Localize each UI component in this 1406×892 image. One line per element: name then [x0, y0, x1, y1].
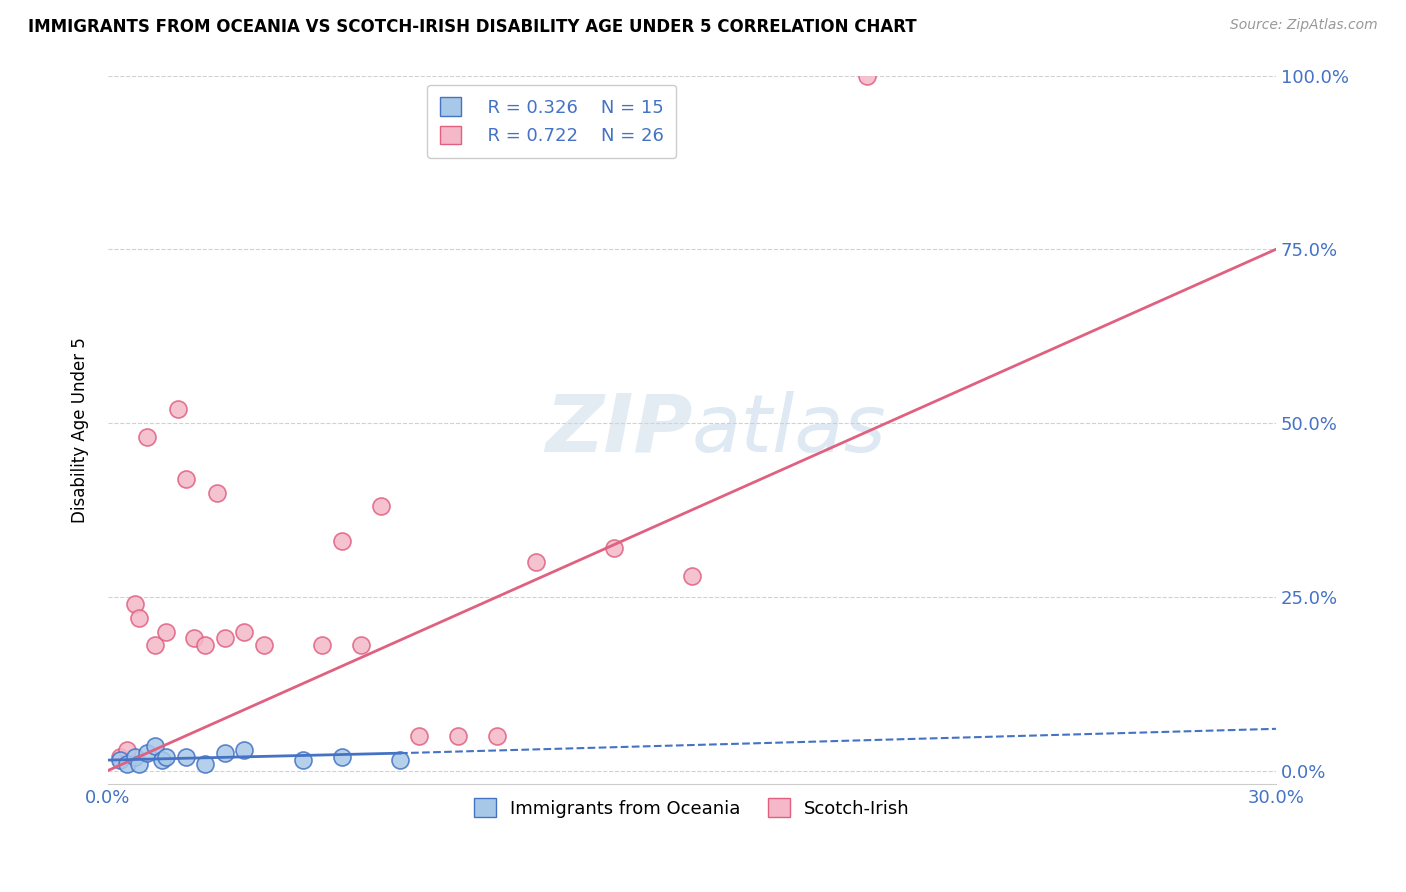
Point [205, 485, 228, 500]
Point [155, 749, 177, 764]
Text: ZIP: ZIP [544, 391, 692, 469]
Point [233, 742, 256, 756]
Point [135, 430, 157, 444]
Point [214, 632, 236, 646]
Point [183, 632, 205, 646]
Point [174, 749, 197, 764]
Point [856, 69, 879, 83]
Text: IMMIGRANTS FROM OCEANIA VS SCOTCH-IRISH DISABILITY AGE UNDER 5 CORRELATION CHART: IMMIGRANTS FROM OCEANIA VS SCOTCH-IRISH … [28, 18, 917, 36]
Point [117, 742, 139, 756]
Point [194, 756, 217, 771]
Point [311, 639, 333, 653]
Legend: Immigrants from Oceania, Scotch-Irish: Immigrants from Oceania, Scotch-Irish [467, 791, 917, 825]
Point [603, 541, 626, 555]
Point [135, 746, 157, 760]
Y-axis label: Disability Age Under 5: Disability Age Under 5 [72, 337, 89, 523]
Point [194, 639, 217, 653]
Point [330, 749, 353, 764]
Point [291, 753, 314, 767]
Point [108, 753, 131, 767]
Point [167, 402, 190, 417]
Point [124, 749, 146, 764]
Point [330, 534, 353, 549]
Text: Source: ZipAtlas.com: Source: ZipAtlas.com [1230, 18, 1378, 32]
Point [155, 624, 177, 639]
Point [214, 746, 236, 760]
Point [370, 500, 392, 514]
Point [253, 639, 276, 653]
Point [408, 729, 430, 743]
Point [143, 739, 166, 754]
Point [486, 729, 509, 743]
Point [128, 610, 150, 624]
Point [233, 624, 256, 639]
Point [117, 756, 139, 771]
Point [128, 756, 150, 771]
Point [108, 749, 131, 764]
Point [524, 555, 547, 569]
Point [388, 753, 411, 767]
Point [124, 597, 146, 611]
Point [681, 569, 703, 583]
Point [447, 729, 470, 743]
Text: atlas: atlas [692, 391, 887, 469]
Point [174, 472, 197, 486]
Point [350, 639, 373, 653]
Point [143, 639, 166, 653]
Point [152, 753, 174, 767]
